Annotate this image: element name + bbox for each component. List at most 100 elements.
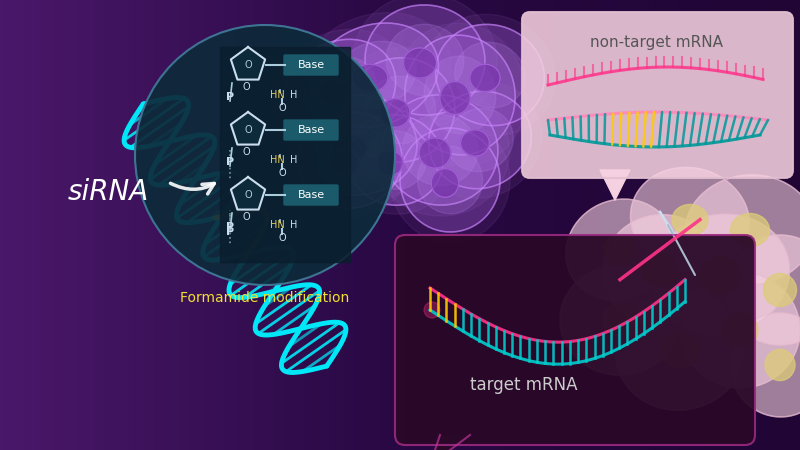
Bar — [95, 0, 100, 450]
Ellipse shape — [390, 117, 510, 243]
Ellipse shape — [763, 274, 797, 306]
Bar — [290, 0, 295, 450]
Bar — [145, 0, 150, 450]
Bar — [30, 0, 35, 450]
Bar — [540, 0, 545, 450]
Bar — [630, 0, 635, 450]
Ellipse shape — [418, 146, 482, 214]
Bar — [80, 0, 85, 450]
Bar — [330, 0, 335, 450]
Ellipse shape — [338, 106, 452, 214]
Bar — [355, 0, 360, 450]
Bar — [335, 0, 340, 450]
Bar — [420, 0, 425, 450]
FancyBboxPatch shape — [284, 185, 338, 205]
Text: P: P — [226, 157, 234, 167]
Bar — [705, 0, 710, 450]
Bar — [595, 0, 600, 450]
Ellipse shape — [345, 58, 455, 162]
Bar — [160, 0, 165, 450]
Text: Formamide modification: Formamide modification — [180, 291, 350, 305]
Bar — [670, 0, 675, 450]
Ellipse shape — [314, 112, 395, 177]
Bar — [500, 0, 505, 450]
Bar — [660, 0, 665, 450]
Polygon shape — [430, 435, 470, 450]
Ellipse shape — [364, 130, 426, 189]
Bar — [650, 0, 655, 450]
Ellipse shape — [334, 41, 416, 109]
Bar — [155, 0, 160, 450]
Text: P: P — [226, 227, 234, 237]
Bar — [505, 0, 510, 450]
Ellipse shape — [722, 313, 758, 347]
Polygon shape — [600, 170, 630, 200]
Bar — [680, 0, 685, 450]
Bar — [345, 0, 350, 450]
Bar — [310, 0, 315, 450]
Ellipse shape — [730, 313, 800, 417]
Ellipse shape — [425, 14, 555, 136]
Bar — [510, 0, 515, 450]
Ellipse shape — [672, 204, 708, 236]
Bar — [620, 0, 625, 450]
Text: P: P — [226, 92, 234, 102]
Bar — [75, 0, 80, 450]
Bar — [220, 0, 225, 450]
Bar — [700, 0, 705, 450]
Ellipse shape — [288, 102, 412, 218]
Bar — [320, 0, 325, 450]
Bar — [300, 0, 305, 450]
Bar — [640, 0, 645, 450]
Ellipse shape — [566, 199, 674, 301]
Bar — [465, 0, 470, 450]
Bar — [70, 0, 75, 450]
Bar — [535, 0, 540, 450]
Bar — [105, 0, 110, 450]
Text: HN: HN — [270, 220, 285, 230]
Bar — [365, 0, 370, 450]
FancyArrowPatch shape — [170, 183, 214, 194]
Ellipse shape — [298, 112, 402, 208]
Ellipse shape — [650, 214, 790, 336]
Ellipse shape — [630, 167, 750, 273]
Bar — [495, 0, 500, 450]
Ellipse shape — [319, 80, 351, 106]
Ellipse shape — [765, 349, 795, 381]
Bar — [555, 0, 560, 450]
Ellipse shape — [400, 128, 500, 232]
Ellipse shape — [470, 64, 500, 92]
Bar — [550, 0, 555, 450]
Bar — [410, 0, 415, 450]
Ellipse shape — [699, 257, 741, 293]
Ellipse shape — [330, 150, 359, 176]
Ellipse shape — [603, 235, 637, 265]
Ellipse shape — [602, 303, 638, 337]
Bar — [125, 0, 130, 450]
Text: H: H — [290, 220, 298, 230]
Bar — [100, 0, 105, 450]
Bar — [785, 0, 790, 450]
Text: O: O — [244, 60, 252, 70]
Polygon shape — [231, 112, 265, 144]
Text: O: O — [242, 147, 250, 157]
Ellipse shape — [446, 108, 514, 172]
Bar — [695, 0, 700, 450]
Ellipse shape — [402, 114, 478, 186]
Ellipse shape — [370, 84, 510, 216]
Bar — [385, 0, 390, 450]
Bar — [60, 0, 65, 450]
Polygon shape — [231, 47, 265, 80]
Bar — [380, 0, 385, 450]
Ellipse shape — [377, 151, 403, 176]
Bar — [455, 0, 460, 450]
Bar — [570, 0, 575, 450]
Bar — [10, 0, 15, 450]
Text: H: H — [290, 155, 298, 165]
FancyBboxPatch shape — [284, 55, 338, 75]
Text: H: H — [290, 90, 298, 100]
Bar — [315, 0, 320, 450]
Ellipse shape — [461, 130, 490, 156]
Bar — [235, 0, 240, 450]
Bar — [15, 0, 20, 450]
